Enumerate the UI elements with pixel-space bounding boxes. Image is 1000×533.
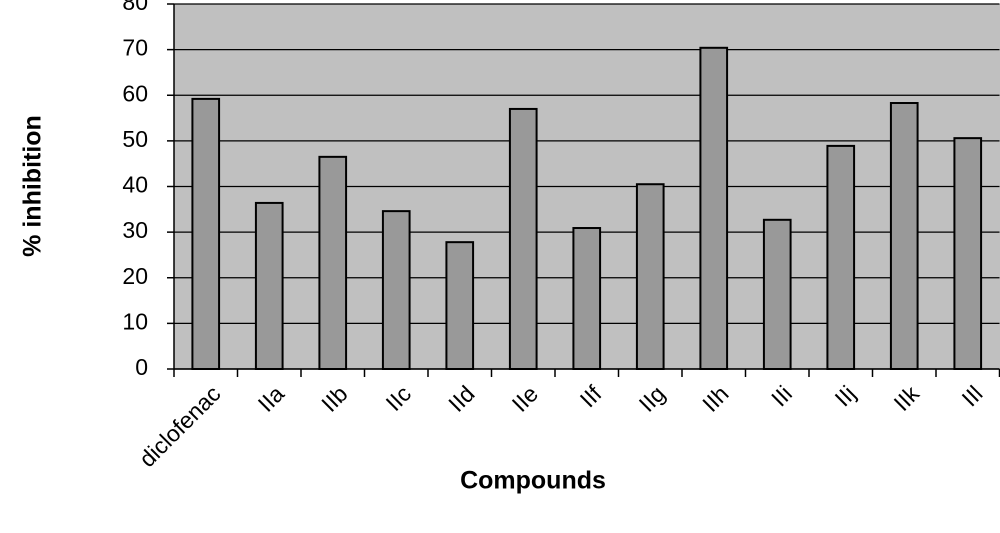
bar [508, 107, 538, 370]
bar [826, 144, 856, 370]
x-tick-label: IIf [575, 380, 607, 412]
y-tick-label: 30 [122, 217, 148, 243]
y-tick-label: 10 [122, 308, 148, 334]
y-tick-label: 80 [122, 0, 148, 15]
x-tick-label: IIk [889, 380, 925, 416]
bar [254, 201, 284, 370]
x-tick-label: IIg [634, 380, 670, 416]
x-tick-label: IIc [381, 380, 417, 416]
y-tick-label: 50 [122, 126, 148, 152]
bar [953, 137, 983, 370]
bar [635, 183, 665, 370]
bar [699, 46, 729, 371]
bar [318, 155, 348, 370]
x-tick-label: IId [443, 380, 479, 416]
bar [191, 97, 221, 371]
x-tick-label: IIe [507, 380, 543, 416]
y-tick-label: 60 [122, 80, 148, 106]
y-tick-label: 70 [122, 35, 148, 61]
y-tick-label: 0 [135, 354, 148, 380]
y-axis-title: % inhibition [19, 115, 47, 257]
bar [381, 210, 411, 370]
y-tick-label: 40 [122, 172, 148, 198]
bar [445, 241, 475, 371]
x-tick-label: diclofenac [134, 380, 226, 472]
x-tick-label: IIi [766, 380, 797, 411]
bar [572, 227, 602, 370]
bar [889, 102, 919, 370]
x-tick-label: IIh [697, 380, 733, 416]
y-tick-label: 20 [122, 263, 148, 289]
bar [762, 218, 792, 370]
x-axis-title: Compounds [460, 467, 606, 495]
x-tick-label: IIa [253, 380, 290, 417]
x-tick-label: IIl [957, 380, 988, 411]
x-tick-label: IIb [316, 380, 352, 416]
x-tick-label: IIj [830, 380, 861, 411]
